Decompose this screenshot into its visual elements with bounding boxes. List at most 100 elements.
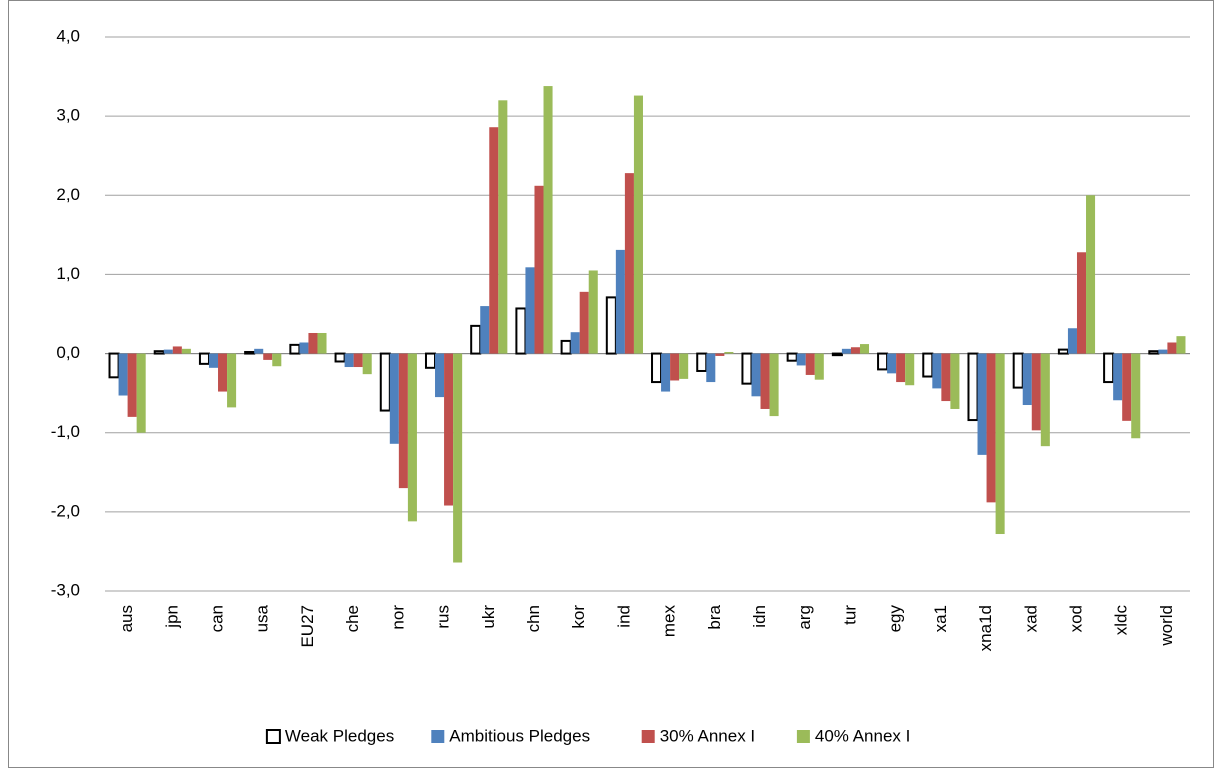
bar <box>967 352 979 422</box>
bar <box>922 352 934 378</box>
bar <box>498 100 508 354</box>
x-tick-label: xad <box>1021 605 1040 632</box>
bar <box>1176 336 1186 354</box>
legend-swatch <box>431 730 445 743</box>
bar <box>317 332 327 354</box>
bar <box>435 353 445 398</box>
y-tick-label: 3,0 <box>56 106 80 125</box>
bar <box>1158 349 1168 354</box>
bar <box>831 352 843 357</box>
bar <box>208 353 219 368</box>
bar <box>181 348 191 354</box>
bar <box>198 352 210 365</box>
bar <box>344 353 354 368</box>
bar <box>715 353 725 356</box>
x-tick-label: world <box>1157 605 1176 647</box>
bar <box>407 353 417 522</box>
bar <box>661 353 671 392</box>
bar <box>805 353 815 375</box>
bar <box>353 353 363 368</box>
x-tick-label: arg <box>795 605 814 630</box>
bar <box>741 352 753 385</box>
bar <box>153 350 165 355</box>
bar <box>480 306 490 354</box>
bar <box>543 86 553 354</box>
bar <box>651 352 663 384</box>
bar <box>334 352 346 363</box>
bar <box>769 353 779 417</box>
bar <box>859 344 870 354</box>
bar <box>679 353 689 379</box>
bar <box>633 95 643 354</box>
bar <box>570 332 580 354</box>
bar <box>1040 353 1050 447</box>
legend-swatch <box>796 730 810 743</box>
x-tick-label: che <box>343 605 362 632</box>
bar <box>127 353 137 417</box>
x-tick-label: idn <box>750 605 769 628</box>
bar <box>1022 353 1032 406</box>
y-tick-label: 2,0 <box>56 185 80 204</box>
y-tick-label: 1,0 <box>56 264 80 283</box>
bar <box>724 351 734 354</box>
x-tick-label: ind <box>614 605 633 628</box>
bar <box>444 353 454 506</box>
bar <box>605 296 617 355</box>
bar <box>1167 342 1177 354</box>
bar <box>995 353 1005 535</box>
x-tick-label: EU27 <box>298 605 317 648</box>
bar <box>299 342 309 354</box>
x-tick-label: kor <box>569 605 588 629</box>
bar <box>172 346 182 354</box>
bar <box>932 353 942 389</box>
bar <box>1012 352 1024 389</box>
x-tick-label: xldc <box>1112 605 1131 636</box>
legend-label: Weak Pledges <box>285 726 394 745</box>
bar <box>272 353 282 367</box>
y-tick-label: -1,0 <box>51 422 80 441</box>
bar <box>986 353 996 503</box>
bar <box>1031 353 1041 431</box>
x-tick-label: can <box>208 605 227 632</box>
bar <box>896 353 906 383</box>
bar <box>398 353 408 489</box>
bar <box>218 353 228 392</box>
bar <box>706 353 716 383</box>
bar <box>796 353 806 366</box>
bar <box>814 353 824 380</box>
bar <box>950 353 960 409</box>
bar <box>670 353 680 381</box>
x-tick-label: tur <box>840 605 859 625</box>
bar <box>751 353 761 397</box>
bar <box>841 348 851 354</box>
legend-label: 40% Annex I <box>815 726 910 745</box>
bar <box>263 353 273 360</box>
bar <box>289 343 301 355</box>
y-tick-label: 0,0 <box>56 343 80 362</box>
y-tick-label: -2,0 <box>51 501 80 520</box>
bar <box>579 291 589 354</box>
bar <box>905 353 915 386</box>
bar <box>1086 195 1096 354</box>
y-tick-label: 4,0 <box>56 26 80 45</box>
bar <box>453 353 463 563</box>
x-tick-label: xod <box>1066 605 1085 632</box>
bar <box>941 353 951 402</box>
x-tick-label: ukr <box>479 605 498 629</box>
x-tick-label: aus <box>117 605 136 632</box>
bar <box>424 352 437 369</box>
legend-label: 30% Annex I <box>660 726 755 745</box>
bar <box>850 347 860 354</box>
x-tick-label: egy <box>886 605 905 633</box>
bar <box>760 353 770 409</box>
bar <box>534 185 544 354</box>
bar <box>696 352 708 372</box>
bar <box>1076 252 1087 354</box>
bar <box>244 350 256 355</box>
bar <box>877 352 889 371</box>
bar <box>118 353 128 396</box>
bar <box>977 353 987 455</box>
x-tick-label: bra <box>705 604 724 629</box>
bar <box>489 127 499 354</box>
